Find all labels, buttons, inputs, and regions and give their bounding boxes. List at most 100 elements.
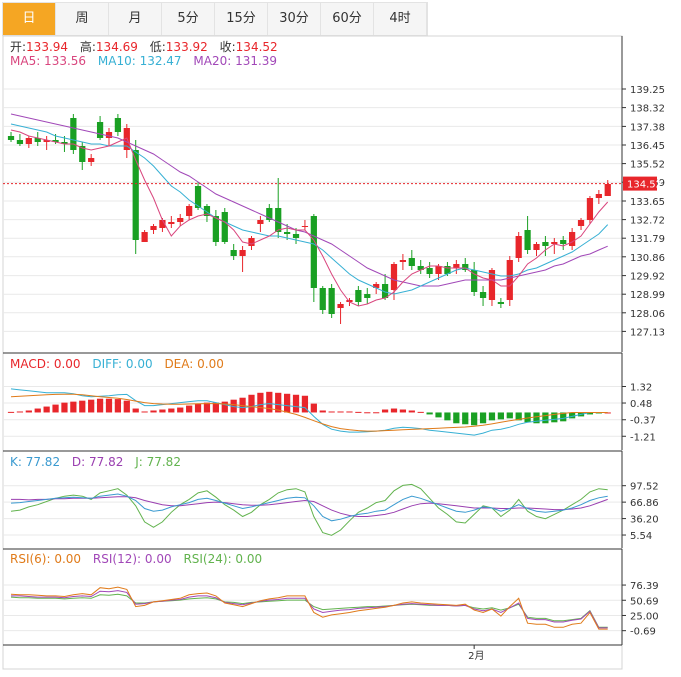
candle [96,122,104,138]
macd-bar [25,410,32,413]
tab-5min[interactable]: 5分 [162,3,215,35]
candle [248,238,255,246]
tab-week[interactable]: 周 [56,3,109,35]
ma10-line [10,123,609,295]
price-tick-label: 129.92 [630,272,665,283]
macd-bar [542,412,549,424]
candle [266,208,273,220]
candle [61,142,68,144]
macd-bar [319,410,326,413]
macd-bar [96,398,104,413]
candle [283,232,291,234]
candle [292,234,300,238]
candle [88,158,95,162]
kdj-tick-label: 5.54 [630,531,652,542]
macd-bar [417,411,424,413]
candle [230,250,237,256]
macd-bar [604,412,611,414]
candle [551,242,558,244]
candle [79,146,86,162]
macd-bar [70,401,77,413]
candle [105,132,113,138]
kdj-tick-label: 66.86 [630,498,659,509]
ma10-label: MA10: 132.47 [97,54,182,68]
tab-day[interactable]: 日 [3,3,56,35]
price-tick-label: 138.32 [630,104,665,115]
candle [604,184,611,196]
rsi6-label: RSI(6): 0.00 [10,552,82,566]
macd-bar [346,411,353,413]
month-label: 2月 [468,650,484,662]
candle [239,250,246,256]
rsi24-label: RSI(24): 0.00 [183,552,263,566]
price-tick-label: 135.52 [630,160,665,171]
candle [417,266,424,270]
tab-30min[interactable]: 30分 [268,3,321,35]
macd-bar [283,393,291,413]
candle [43,140,50,142]
diff-label: DIFF: 0.00 [92,357,153,371]
macd-bar [150,410,157,413]
candle [132,150,139,240]
macd-legend: MACD: 0.00 DIFF: 0.00 DEA: 0.00 [10,357,232,371]
macd-bar [203,402,211,413]
last-price-label: 134.52 [627,180,662,191]
candle [310,216,317,288]
macd-bar [479,412,487,424]
tab-15min[interactable]: 15分 [215,3,268,35]
macd-bar [194,403,202,413]
macd-bar [381,409,389,413]
period-tabs: 日 周 月 5分 15分 30分 60分 4时 [2,2,428,36]
macd-bar [132,408,139,413]
macd-tick-label: 1.32 [630,383,652,394]
tab-4hour[interactable]: 4时 [374,3,427,35]
candle [177,218,184,222]
candle [221,212,228,242]
price-tick-label: 128.06 [630,309,665,320]
close-label: 收: [219,40,236,54]
rsi12-line [11,590,608,629]
macd-bar [364,412,371,414]
ma-legend: MA5: 133.56 MA10: 132.47 MA20: 131.39 [10,54,285,68]
macd-bar [569,412,576,419]
candle [159,220,166,228]
ma20-label: MA20: 131.39 [193,54,278,68]
candle [319,288,326,310]
macd-bar [168,408,175,413]
macd-bar [212,402,219,413]
macd-bar [266,391,273,413]
macd-bar [52,404,59,413]
candle [533,244,540,250]
price-tick-label: 137.38 [630,122,665,133]
macd-bar [355,411,362,413]
candle [462,264,469,270]
high-label: 高: [79,40,96,54]
macd-bar [408,410,415,413]
dea-label: DEA: 0.00 [164,357,224,371]
candle [150,226,157,230]
macd-bar [373,412,380,414]
macd-label: MACD: 0.00 [10,357,81,371]
candle [194,186,202,208]
price-tick-label: 127.13 [630,327,665,338]
rsi6-line [10,586,608,630]
open-value: 开:133.94 [10,40,69,54]
macd-bar [248,394,255,413]
macd-bar [159,409,166,413]
macd-bar [426,412,433,415]
macd-bar [462,412,469,425]
candle [506,260,513,300]
ma5-label: MA5: 133.56 [10,54,87,68]
candle [328,288,335,314]
macd-bar [560,412,567,422]
candle [364,294,371,298]
macd-bar [310,403,317,413]
tab-month[interactable]: 月 [109,3,162,35]
macd-bar [43,406,50,413]
price-tick-label: 133.65 [630,197,665,208]
diff-line [10,388,608,436]
macd-bar [79,400,86,413]
candle [453,264,460,268]
tab-60min[interactable]: 60分 [321,3,374,35]
